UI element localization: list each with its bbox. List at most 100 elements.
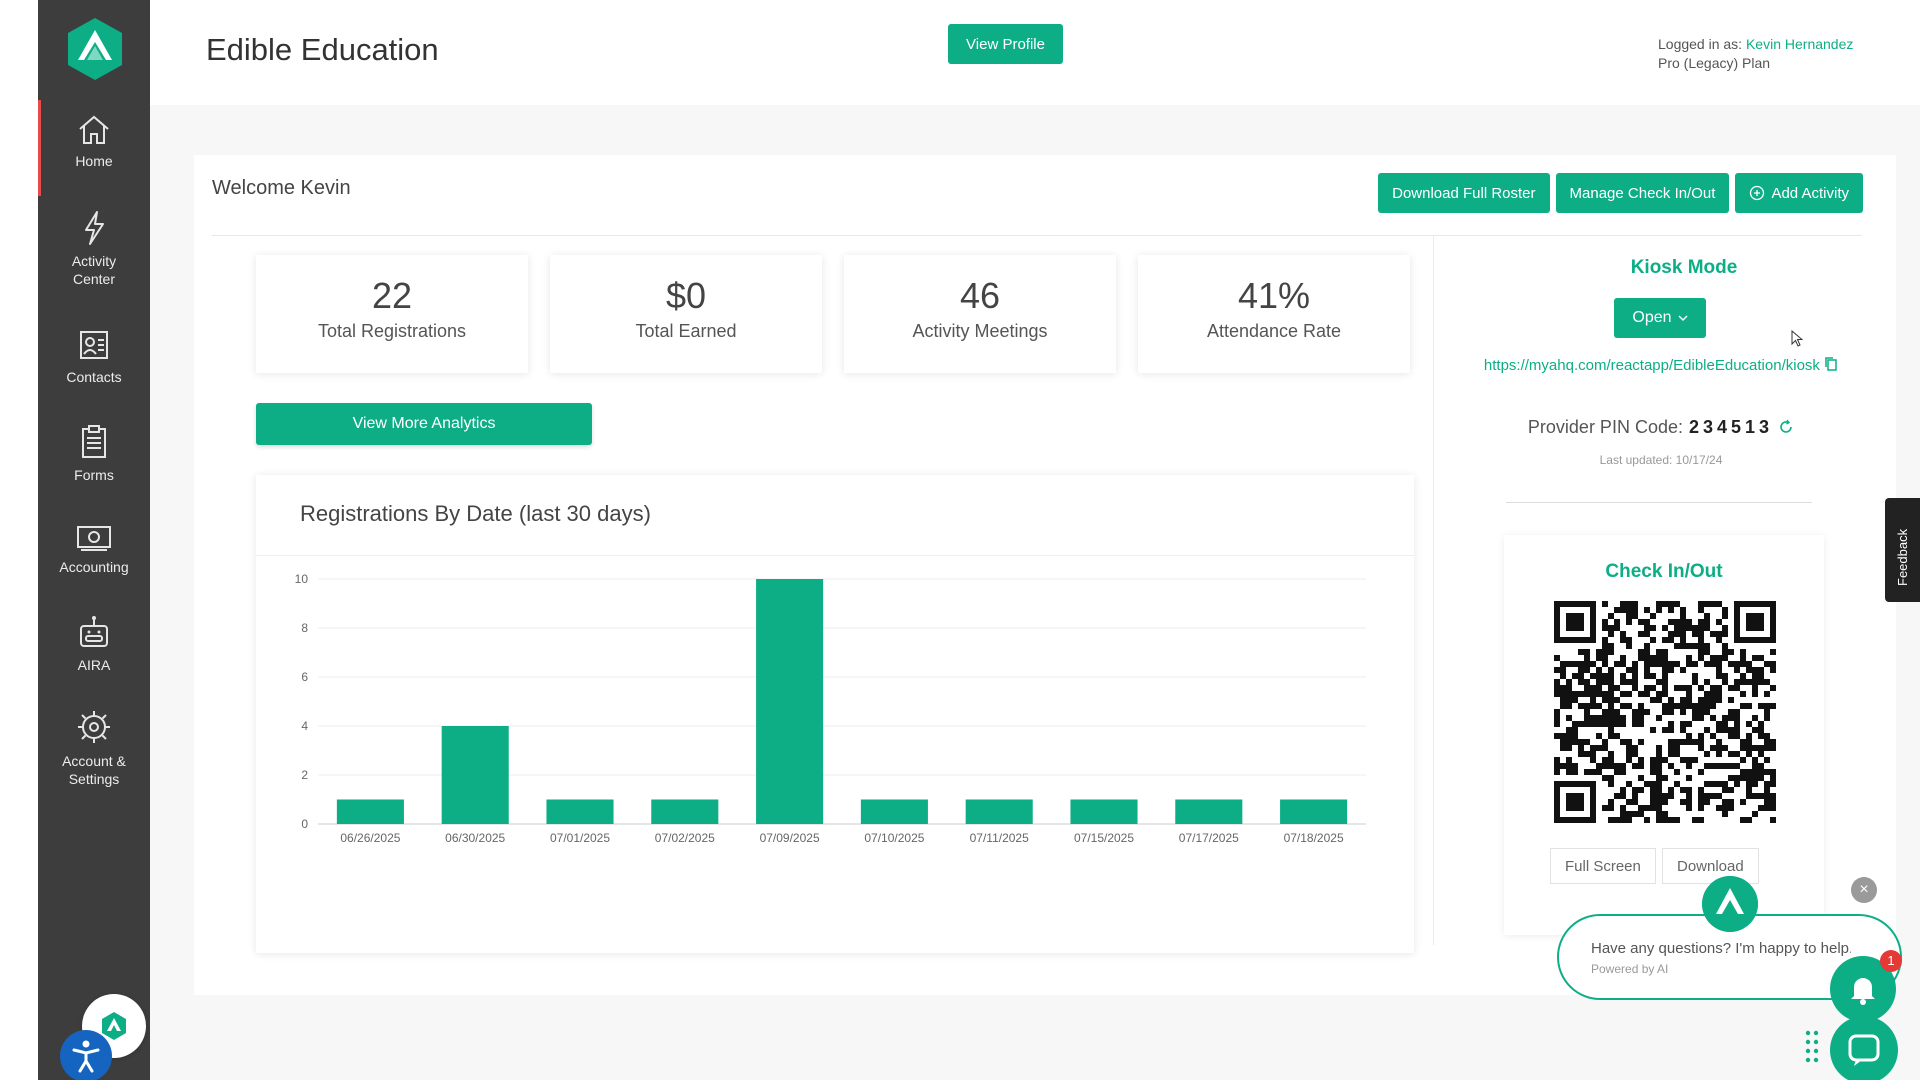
x-tick-label: 06/26/2025 xyxy=(340,831,400,845)
copy-icon[interactable] xyxy=(1824,356,1838,372)
dashboard-actions: Download Full Roster Manage Check In/Out… xyxy=(1378,173,1863,213)
stat-value: 41% xyxy=(1237,275,1311,316)
registrations-bar-chart: 0 2 4 6 8 10 06/26/2025 06/30/2025 07/01/2025 07/… xyxy=(295,572,1366,845)
feedback-label: Feedback xyxy=(1895,528,1910,586)
stat-label: Attendance Rate xyxy=(1206,321,1342,341)
dashboard-panel: Welcome Kevin Download Full Roster Manag… xyxy=(194,155,1896,995)
x-tick-label: 07/17/2025 xyxy=(1179,831,1239,845)
column-divider xyxy=(1433,235,1434,945)
sidebar-item-label: Accounting xyxy=(59,559,129,575)
sidebar-item-label: Home xyxy=(75,153,113,169)
accessibility-button[interactable] xyxy=(60,1030,112,1080)
download-roster-label: Download Full Roster xyxy=(1392,184,1536,202)
y-tick-label: 2 xyxy=(301,768,308,782)
stat-card-registrations: 22 Total Registrations xyxy=(256,255,528,373)
sidebar-item-accounting[interactable]: Accounting xyxy=(38,522,150,576)
sidebar-item-forms[interactable]: Forms xyxy=(38,424,150,484)
drag-handle-icon[interactable] xyxy=(1805,1030,1819,1064)
stat-card-earned: $0 Total Earned xyxy=(550,255,822,373)
download-qr-button[interactable]: Download xyxy=(1662,848,1759,884)
refresh-icon[interactable] xyxy=(1778,419,1794,435)
x-tick-label: 07/02/2025 xyxy=(655,831,715,845)
kiosk-open-dropdown[interactable]: Open xyxy=(1614,298,1706,338)
x-tick-label: 06/30/2025 xyxy=(445,831,505,845)
bar xyxy=(1070,799,1138,824)
bar xyxy=(756,579,824,824)
chevron-down-icon xyxy=(1678,315,1688,321)
view-profile-button[interactable]: View Profile xyxy=(948,24,1063,64)
bar xyxy=(1280,799,1348,824)
gear-icon xyxy=(78,711,110,743)
notification-badge: 1 xyxy=(1880,950,1902,972)
sidebar-item-label: Contacts xyxy=(66,369,122,385)
y-tick-label: 0 xyxy=(301,817,308,831)
open-chat-button[interactable] xyxy=(1830,1016,1898,1080)
bar xyxy=(546,799,614,824)
sidebar-item-account-settings[interactable]: Account & Settings xyxy=(38,708,150,788)
chart-title: Registrations By Date (last 30 days) xyxy=(300,501,651,526)
plus-circle-icon xyxy=(1750,185,1765,201)
pin-code: 234513 xyxy=(1688,417,1774,437)
qr-modules xyxy=(1554,601,1776,823)
view-more-analytics-button[interactable]: View More Analytics xyxy=(256,403,592,445)
sidebar-item-label: Activity Center xyxy=(71,253,117,287)
divider xyxy=(1506,502,1812,503)
pin-label: Provider PIN Code: xyxy=(1527,417,1683,437)
plan-label: Pro (Legacy) Plan xyxy=(1658,55,1771,71)
welcome-text: Welcome Kevin xyxy=(212,177,351,199)
frame-margin xyxy=(0,0,38,1080)
robot-icon xyxy=(80,616,108,647)
checkin-title: Check In/Out xyxy=(1605,561,1723,582)
x-tick-label: 07/11/2025 xyxy=(970,831,1029,845)
download-roster-button[interactable]: Download Full Roster xyxy=(1378,173,1550,213)
stat-value: 22 xyxy=(371,275,413,316)
kiosk-url[interactable]: https://myahq.com/reactapp/EdibleEducati… xyxy=(1483,357,1820,374)
manage-checkin-button[interactable]: Manage Check In/Out xyxy=(1555,173,1730,213)
app-logo-icon[interactable] xyxy=(66,16,124,82)
kiosk-open-label: Open xyxy=(1632,309,1672,326)
mouse-cursor-icon xyxy=(1791,330,1803,347)
y-tick-label: 6 xyxy=(301,670,308,684)
checkin-qr-card: Check In/Out Full Screen Download xyxy=(1504,535,1824,935)
money-icon xyxy=(77,526,111,551)
qr-code-icon xyxy=(1554,601,1776,823)
full-screen-button[interactable]: Full Screen xyxy=(1550,848,1656,884)
x-tick-label: 07/01/2025 xyxy=(550,831,610,845)
add-activity-label: Add Activity xyxy=(1771,184,1849,202)
contacts-icon xyxy=(80,331,108,359)
divider xyxy=(212,235,1862,236)
add-activity-button[interactable]: Add Activity xyxy=(1735,173,1863,213)
logged-in-label: Logged in as: xyxy=(1658,36,1743,52)
feedback-tab[interactable]: Feedback xyxy=(1885,498,1920,602)
user-name-link[interactable]: Kevin Hernandez xyxy=(1745,36,1854,52)
kiosk-url-link[interactable]: https://myahq.com/reactapp/EdibleEducati… xyxy=(1466,355,1856,377)
chat-close-button[interactable]: × xyxy=(1851,877,1877,903)
x-tick-label: 07/10/2025 xyxy=(864,831,924,845)
home-icon xyxy=(79,115,109,144)
y-tick-label: 8 xyxy=(301,621,308,635)
bar xyxy=(860,799,928,824)
stat-label: Total Earned xyxy=(635,321,737,341)
top-bar: Edible Education View Profile Logged in … xyxy=(150,0,1920,105)
stat-value: 46 xyxy=(959,275,1001,316)
divider xyxy=(256,555,1414,556)
stat-label: Activity Meetings xyxy=(912,321,1048,341)
login-info: Logged in as: Kevin Hernandez Pro (Legac… xyxy=(1658,35,1853,73)
sidebar-item-activity-center[interactable]: Activity Center xyxy=(38,210,150,288)
chat-powered-by: Powered by AI xyxy=(1591,962,1669,976)
accessibility-icon xyxy=(72,1040,100,1073)
bell-icon xyxy=(1851,978,1875,1005)
sidebar-item-contacts[interactable]: Contacts xyxy=(38,328,150,386)
pin-row: Provider PIN Code: 234513 xyxy=(1466,417,1856,438)
manage-checkin-label: Manage Check In/Out xyxy=(1569,184,1716,202)
x-tick-label: 07/18/2025 xyxy=(1284,831,1344,845)
registrations-chart-card: Registrations By Date (last 30 days) 0 2 4… xyxy=(256,475,1414,953)
sidebar: Home Activity Center Contacts Forms Acco… xyxy=(38,0,150,1080)
clipboard-icon xyxy=(82,425,106,458)
page-title: Edible Education xyxy=(206,32,439,67)
stat-card-meetings: 46 Activity Meetings xyxy=(844,255,1116,373)
sidebar-item-home[interactable]: Home xyxy=(38,100,150,196)
chat-icon xyxy=(1848,1034,1880,1066)
sidebar-item-aira[interactable]: AIRA xyxy=(38,614,150,674)
kiosk-title: Kiosk Mode xyxy=(1630,257,1738,278)
